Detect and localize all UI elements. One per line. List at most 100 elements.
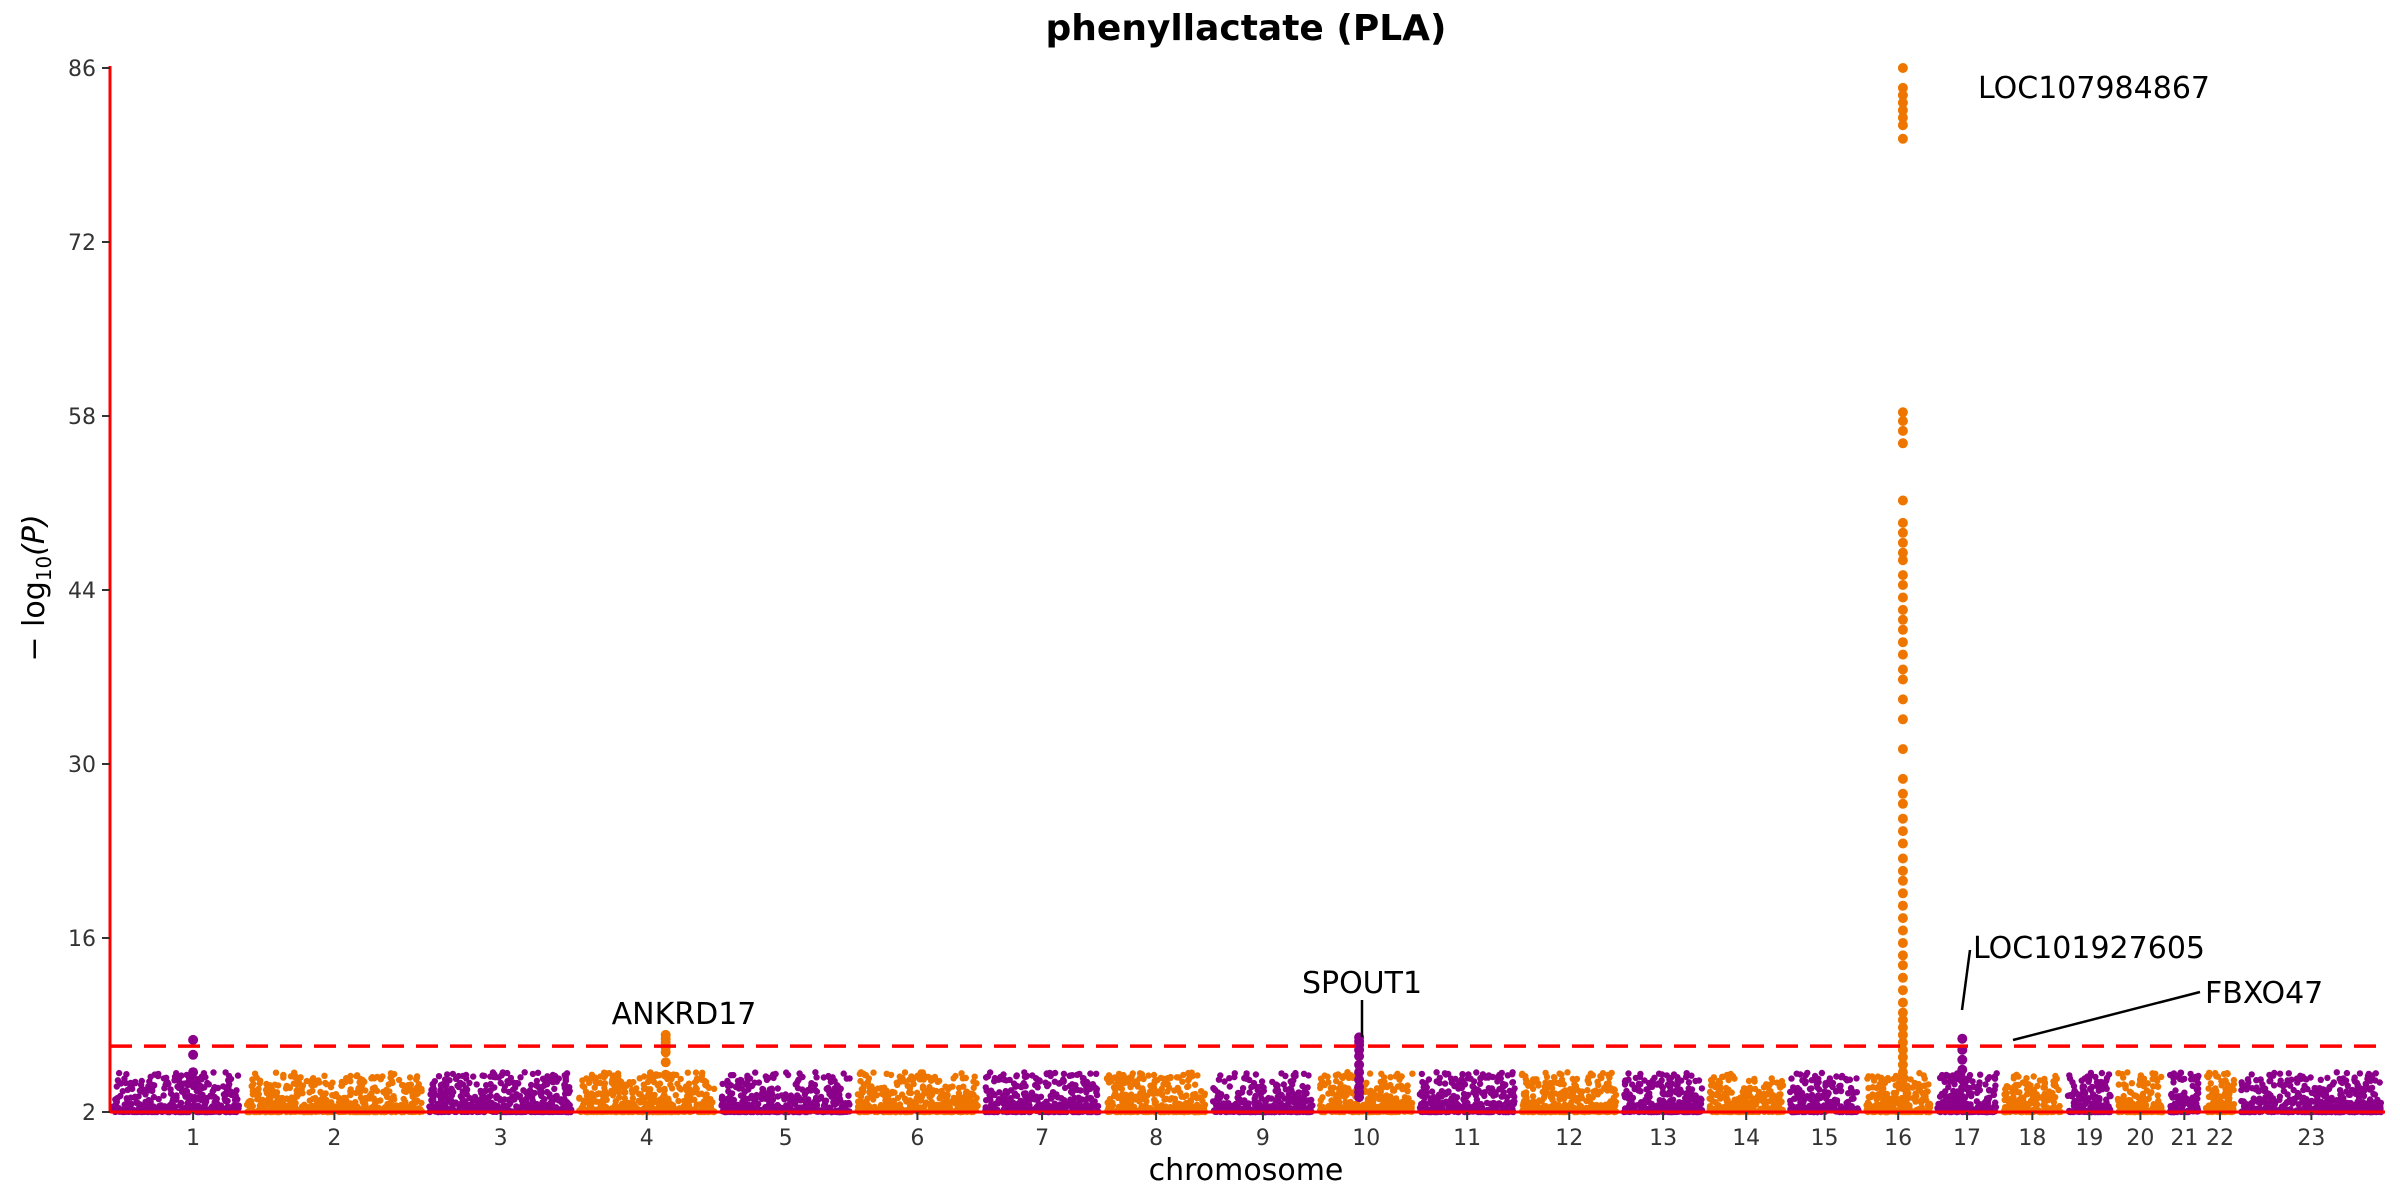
data-point — [598, 1098, 605, 1105]
data-point — [1162, 1075, 1169, 1083]
chromosome-1-points — [110, 1069, 242, 1116]
data-point — [1235, 1090, 1243, 1098]
data-point — [1093, 1089, 1100, 1096]
data-point — [1658, 1077, 1665, 1084]
data-point — [686, 1085, 693, 1093]
data-point — [1246, 1089, 1253, 1096]
data-point — [729, 1099, 736, 1107]
data-point — [1469, 1083, 1476, 1090]
data-point — [955, 1090, 963, 1097]
data-point — [973, 1094, 980, 1102]
data-point — [1035, 1100, 1042, 1108]
data-point — [1397, 1082, 1405, 1089]
data-point — [1576, 1094, 1583, 1101]
data-point — [660, 1091, 668, 1099]
data-point — [693, 1075, 701, 1082]
data-point — [1462, 1097, 1469, 1105]
data-point — [1244, 1102, 1252, 1110]
data-point — [246, 1102, 253, 1109]
data-point — [1473, 1069, 1480, 1076]
data-point — [1550, 1074, 1558, 1081]
data-point — [1348, 1073, 1356, 1080]
data-point — [896, 1101, 904, 1108]
data-point — [1564, 1069, 1571, 1076]
data-point — [390, 1093, 397, 1100]
data-point — [1032, 1075, 1040, 1082]
data-point — [1378, 1083, 1386, 1090]
data-point — [1138, 1103, 1145, 1111]
data-point — [1641, 1077, 1648, 1084]
data-point — [1719, 1073, 1726, 1081]
data-point — [656, 1086, 663, 1093]
data-point — [328, 1099, 335, 1106]
data-point — [1540, 1094, 1548, 1102]
data-point — [1495, 1100, 1503, 1107]
data-point — [1300, 1070, 1308, 1078]
data-point — [185, 1102, 192, 1110]
data-point — [960, 1083, 967, 1090]
data-point — [1185, 1083, 1192, 1090]
data-point — [1252, 1071, 1260, 1078]
data-point — [1248, 1083, 1255, 1091]
data-point — [1175, 1086, 1182, 1093]
data-point — [1409, 1070, 1416, 1077]
data-point — [836, 1091, 843, 1099]
data-point — [1519, 1070, 1526, 1078]
data-point — [748, 1092, 755, 1100]
data-point — [1637, 1070, 1644, 1078]
data-point — [695, 1091, 703, 1098]
data-point — [899, 1075, 906, 1083]
data-point — [693, 1101, 700, 1108]
data-point — [1715, 1102, 1722, 1109]
data-point — [699, 1069, 706, 1077]
data-point — [1481, 1092, 1488, 1100]
data-point — [151, 1082, 158, 1089]
data-point — [272, 1069, 280, 1076]
data-point — [1429, 1098, 1437, 1105]
data-point — [164, 1079, 171, 1086]
data-point — [1470, 1078, 1478, 1085]
data-point — [1223, 1093, 1230, 1101]
data-point — [702, 1093, 709, 1101]
data-point — [1529, 1085, 1537, 1093]
data-point — [665, 1097, 672, 1104]
data-point — [884, 1094, 892, 1102]
data-point — [1476, 1080, 1484, 1088]
data-point — [820, 1074, 827, 1081]
data-point — [122, 1079, 129, 1087]
data-point — [1501, 1101, 1509, 1108]
data-point — [593, 1091, 600, 1098]
data-point — [842, 1100, 849, 1107]
data-point — [618, 1100, 626, 1108]
data-point — [1104, 1099, 1111, 1106]
data-point — [279, 1094, 286, 1102]
data-point — [1479, 1071, 1487, 1078]
data-point — [1069, 1072, 1076, 1079]
data-point — [1608, 1099, 1615, 1106]
data-point — [1717, 1086, 1724, 1093]
data-point — [1685, 1079, 1693, 1086]
data-point — [672, 1092, 679, 1099]
data-point — [783, 1069, 790, 1076]
data-point — [994, 1100, 1002, 1107]
data-point — [857, 1093, 865, 1101]
data-point — [1163, 1095, 1170, 1103]
data-point — [873, 1092, 880, 1099]
data-point — [1671, 1101, 1678, 1109]
data-point — [1622, 1077, 1629, 1084]
data-point — [667, 1081, 674, 1089]
data-point — [1234, 1101, 1242, 1108]
data-point — [1488, 1085, 1496, 1092]
data-point — [973, 1080, 980, 1087]
data-point — [561, 1081, 568, 1089]
data-point — [758, 1095, 766, 1103]
data-point — [621, 1081, 628, 1088]
data-point — [1367, 1092, 1374, 1099]
data-point — [1566, 1086, 1574, 1093]
data-point — [1127, 1101, 1135, 1108]
data-point — [1046, 1069, 1054, 1077]
data-point — [1006, 1076, 1013, 1084]
data-point — [198, 1073, 205, 1080]
data-point — [903, 1098, 911, 1105]
data-point — [1745, 1077, 1753, 1085]
